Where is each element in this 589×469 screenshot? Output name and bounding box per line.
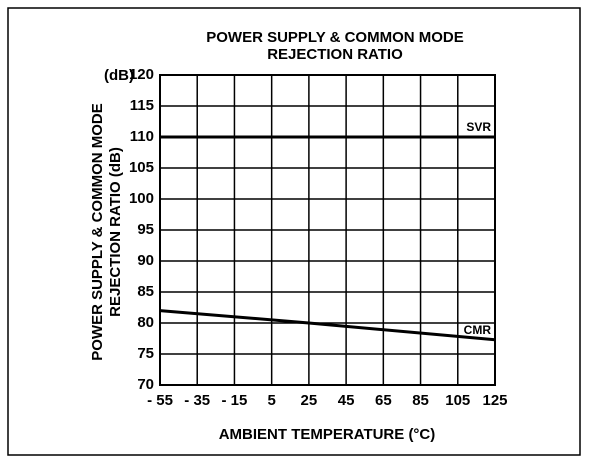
y-tick-label: 85 bbox=[137, 283, 154, 300]
series-line bbox=[159, 309, 496, 342]
frame bbox=[7, 7, 581, 456]
y-axis-label: POWER SUPPLY & COMMON MODE bbox=[89, 103, 106, 361]
x-tick-label: 25 bbox=[301, 392, 318, 409]
x-tick-label: 45 bbox=[338, 392, 355, 409]
y-tick-label: 120 bbox=[129, 66, 154, 83]
series-label: SVR bbox=[466, 120, 491, 134]
series-label: CMR bbox=[464, 323, 492, 337]
x-axis-label: AMBIENT TEMPERATURE (°C) bbox=[219, 426, 436, 443]
y-tick-label: 100 bbox=[129, 190, 154, 207]
y-unit: (dB) bbox=[104, 67, 134, 84]
x-tick-label: - 35 bbox=[184, 392, 210, 409]
y-axis-label: REJECTION RATIO (dB) bbox=[107, 147, 124, 317]
plot-border bbox=[159, 74, 496, 386]
chart-title: POWER SUPPLY & COMMON MODE bbox=[206, 29, 464, 46]
y-tick-label: 90 bbox=[137, 252, 154, 269]
y-tick-label: 80 bbox=[137, 314, 154, 331]
chart-title: REJECTION RATIO bbox=[267, 46, 403, 63]
y-tick-label: 75 bbox=[137, 345, 154, 362]
y-tick-label: 110 bbox=[130, 128, 154, 145]
y-tick-label: 95 bbox=[137, 221, 154, 238]
x-tick-label: 85 bbox=[412, 392, 429, 409]
x-tick-label: - 55 bbox=[147, 392, 173, 409]
y-tick-label: 70 bbox=[137, 376, 154, 393]
x-tick-label: - 15 bbox=[222, 392, 248, 409]
y-tick-label: 115 bbox=[130, 97, 154, 114]
x-tick-label: 5 bbox=[267, 392, 275, 409]
x-tick-label: 125 bbox=[482, 392, 507, 409]
x-tick-label: 105 bbox=[445, 392, 470, 409]
y-tick-label: 105 bbox=[129, 159, 154, 176]
x-tick-label: 65 bbox=[375, 392, 392, 409]
